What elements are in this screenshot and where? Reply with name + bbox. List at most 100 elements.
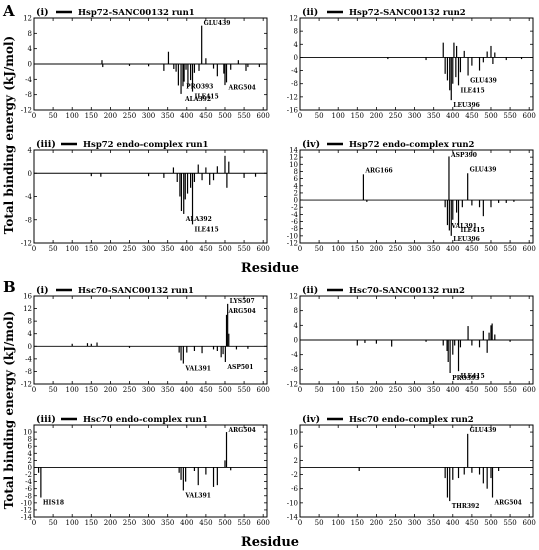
plot-frame — [33, 424, 268, 518]
chart-Aiv: 0 50 100 150 200 250 300 350 400 450 500 550 600-12-… — [287, 139, 536, 253]
y-tick-label: -8 — [291, 225, 298, 233]
panel-title: Hsc70 endo-complex run2 — [349, 415, 474, 425]
x-tick-label: 250 — [123, 245, 136, 253]
x-tick-label: 600 — [522, 112, 535, 120]
x-tick-label: 550 — [237, 112, 250, 120]
y-tick-label: -6 — [291, 218, 298, 226]
x-tick-label: 450 — [199, 112, 212, 120]
residue-label: ALA392 — [184, 96, 211, 103]
x-tick-label: 200 — [104, 519, 117, 527]
plot-frame — [299, 149, 534, 244]
x-tick-label: 500 — [218, 245, 231, 253]
x-tick-label: 400 — [180, 112, 193, 120]
chart-Bi: 0 50 100 150 200 250 300 350 400 450 500 550 600 -12 -… — [21, 285, 270, 394]
x-tick-label: 500 — [484, 519, 497, 527]
residue-label: LEU396 — [453, 102, 480, 109]
x-tick-label: 600 — [256, 519, 269, 527]
x-tick-label: 250 — [389, 245, 402, 253]
panel-roman-numeral: (iii) — [36, 139, 56, 150]
y-tick-label: -12 — [287, 381, 298, 389]
residue-label: LYS507 — [230, 298, 255, 305]
y-tick-label: 2 — [294, 189, 298, 197]
x-tick-label: 0 — [298, 112, 302, 120]
y-axis-label-a: Total binding energy (kJ/mol) — [2, 36, 16, 234]
x-tick-label: 450 — [199, 245, 212, 253]
y-tick-label: -12 — [21, 381, 32, 389]
y-tick-label: -16 — [287, 107, 299, 115]
x-tick-label: 100 — [332, 245, 345, 253]
x-tick-label: 500 — [218, 112, 231, 120]
panel-title: Hsp72-SANC00132 run1 — [78, 8, 195, 18]
x-tick-label: 550 — [503, 519, 516, 527]
y-tick-label: 12 — [289, 293, 298, 301]
y-tick-label: -2 — [291, 204, 298, 212]
x-tick-label: 50 — [315, 519, 324, 527]
x-tick-label: 50 — [49, 519, 58, 527]
panel-title: Hsc70 endo-complex run1 — [83, 415, 208, 425]
y-tick-label: 6 — [294, 443, 299, 451]
y-tick-label: 2 — [28, 457, 32, 465]
x-tick-label: 450 — [465, 519, 478, 527]
x-tick-label: 350 — [427, 112, 440, 120]
residue-label: GLU439 — [470, 78, 497, 85]
residue-label: ARG504 — [228, 308, 256, 315]
y-tick-label: -14 — [287, 514, 299, 522]
y-tick-label: 10 — [23, 429, 32, 437]
y-axis-label-b: Total binding energy (kJ/mol) — [2, 311, 16, 509]
y-tick-label: -6 — [291, 485, 298, 493]
x-tick-label: 300 — [408, 112, 421, 120]
x-tick-label: 200 — [370, 519, 383, 527]
x-tick-label: 300 — [142, 519, 155, 527]
panel-title: Hsc70-SANC00132 run1 — [78, 286, 194, 296]
x-tick-label: 100 — [66, 245, 79, 253]
chart-Bii: 0 50 100 150 200 250 300 350 400 450 500 550 600 -12 -… — [287, 285, 536, 394]
plot-frame — [299, 17, 534, 111]
x-tick-label: 600 — [522, 519, 535, 527]
y-tick-label: -4 — [25, 355, 32, 363]
y-tick-label: 12 — [289, 154, 298, 162]
x-tick-label: 250 — [123, 386, 136, 394]
residue-label: ILE415 — [195, 226, 219, 233]
x-tick-label: 350 — [427, 386, 440, 394]
x-tick-label: 550 — [503, 245, 516, 253]
y-tick-label: -4 — [25, 478, 32, 486]
x-tick-label: 150 — [85, 519, 98, 527]
y-tick-label: 12 — [23, 305, 32, 313]
x-tick-label: 350 — [427, 519, 440, 527]
panel-title: Hsp72-SANC00132 run2 — [349, 8, 466, 18]
x-tick-label: 450 — [199, 386, 212, 394]
panel-letter-b: B — [3, 278, 16, 296]
x-tick-label: 50 — [49, 386, 58, 394]
x-tick-label: 200 — [104, 112, 117, 120]
x-tick-label: 300 — [142, 245, 155, 253]
y-tick-label: -4 — [25, 193, 32, 201]
y-tick-label: 4 — [294, 41, 299, 49]
x-tick-label: 50 — [49, 112, 58, 120]
x-tick-label: 0 — [32, 519, 36, 527]
panel-roman-numeral: (iv) — [302, 139, 320, 150]
residue-label: GLU439 — [470, 166, 497, 173]
x-tick-label: 150 — [351, 112, 364, 120]
x-tick-label: 100 — [332, 112, 345, 120]
x-tick-label: 500 — [484, 386, 497, 394]
x-tick-label: 0 — [298, 386, 302, 394]
residue-label: ARG166 — [364, 167, 392, 174]
panel-title: Hsc70-SANC00132 run2 — [349, 286, 465, 296]
x-tick-label: 150 — [85, 112, 98, 120]
x-tick-label: 350 — [161, 386, 174, 394]
y-tick-label: 0 — [294, 197, 298, 205]
y-tick-label: 10 — [289, 429, 298, 437]
y-tick-label: 2 — [294, 457, 298, 465]
x-tick-label: 350 — [161, 519, 174, 527]
y-tick-label: 4 — [294, 182, 299, 190]
x-tick-label: 300 — [408, 245, 421, 253]
x-tick-label: 600 — [256, 112, 269, 120]
y-tick-label: -4 — [291, 67, 298, 75]
y-tick-label: -8 — [291, 366, 298, 374]
x-tick-label: 50 — [49, 245, 58, 253]
residue-label: ILE415 — [461, 373, 485, 380]
x-tick-label: 0 — [32, 245, 36, 253]
x-tick-label: 550 — [503, 112, 516, 120]
y-tick-label: 6 — [294, 175, 299, 183]
y-tick-label: 16 — [23, 293, 32, 301]
